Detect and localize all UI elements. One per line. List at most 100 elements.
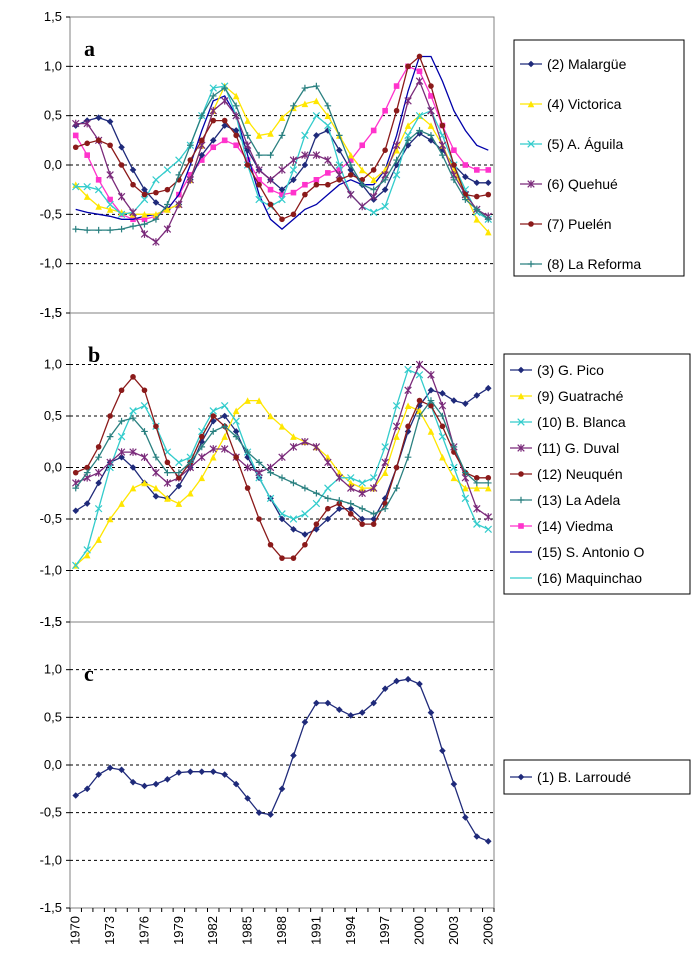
data-point [484, 525, 492, 534]
x-tick-label: 1976 [136, 916, 151, 945]
data-point [313, 489, 320, 497]
data-point [107, 413, 113, 419]
data-point [370, 127, 377, 134]
data-point [232, 102, 240, 110]
data-point [221, 137, 228, 144]
data-point [130, 374, 136, 380]
data-point [393, 107, 400, 114]
data-point [72, 119, 80, 128]
data-point [164, 469, 171, 476]
data-point [83, 546, 91, 554]
data-point [358, 166, 366, 174]
data-point [450, 443, 458, 451]
series-(1) B. Larroudé [72, 675, 492, 845]
data-point [393, 677, 400, 685]
data-point [164, 495, 171, 502]
data-point [279, 191, 285, 198]
data-point [175, 171, 183, 179]
data-point [484, 513, 492, 521]
data-point [221, 412, 229, 420]
data-point [347, 161, 355, 169]
legend-marker [527, 140, 535, 148]
data-point [347, 166, 355, 174]
data-point [404, 675, 412, 683]
data-point [301, 151, 309, 159]
data-point [117, 192, 126, 201]
y-tick-label: -0,5 [40, 206, 62, 221]
data-point [473, 215, 481, 223]
data-point [244, 132, 251, 139]
data-point [381, 186, 389, 193]
data-point [301, 84, 309, 92]
data-point [255, 809, 263, 816]
data-point [427, 122, 435, 129]
legend-item: (16) Maquinchao [510, 570, 642, 586]
x-tick-label: 2000 [412, 916, 427, 945]
x-tick-label: 1994 [343, 916, 358, 945]
data-point [335, 161, 344, 169]
data-point [129, 222, 137, 230]
data-point [95, 114, 102, 121]
data-point [244, 795, 251, 802]
x-tick-label: 1985 [240, 916, 255, 945]
data-point [221, 117, 228, 124]
legend-label: (11) G. Duval [537, 440, 619, 456]
data-point [439, 146, 446, 154]
data-point [301, 531, 309, 538]
data-point [462, 814, 469, 821]
data-point [393, 161, 400, 169]
data-point [462, 162, 469, 168]
data-point [232, 780, 240, 788]
data-point [347, 505, 355, 512]
data-point [301, 161, 309, 169]
data-point [416, 68, 423, 75]
y-tick-label: 0,5 [44, 709, 62, 724]
data-point [416, 127, 423, 134]
legend-marker [527, 100, 535, 108]
data-point [175, 482, 183, 490]
data-point [255, 459, 263, 466]
data-point [266, 494, 275, 503]
data-point [106, 118, 114, 125]
legend-label: (5) A. Águila [547, 136, 623, 152]
data-point [278, 453, 286, 461]
data-point [221, 122, 229, 129]
legend-label: (4) Victorica [547, 96, 622, 112]
data-point [210, 413, 217, 419]
data-point [152, 493, 160, 500]
y-tick-label: 1,5 [44, 305, 62, 320]
data-point [416, 407, 423, 415]
data-point [72, 469, 79, 476]
y-tick-label: 1,5 [44, 9, 62, 24]
data-point [72, 507, 80, 515]
data-point [152, 215, 160, 223]
y-tick-label: 1,0 [44, 357, 62, 372]
data-point [140, 230, 149, 238]
data-point [130, 181, 136, 188]
data-point [439, 453, 446, 461]
data-point [106, 171, 114, 179]
data-point [370, 515, 377, 523]
data-point [175, 458, 183, 467]
data-point [312, 111, 321, 120]
data-point [72, 484, 80, 492]
data-point [278, 474, 286, 482]
data-point [106, 226, 114, 234]
legend-marker [527, 260, 535, 268]
legend-item: (6) Quehué [520, 176, 618, 192]
data-point [485, 475, 492, 481]
data-point [484, 215, 492, 223]
data-point [462, 469, 469, 476]
data-point [118, 453, 125, 461]
data-point [358, 489, 366, 498]
data-point [428, 93, 434, 99]
data-point [312, 151, 321, 159]
data-point [118, 417, 125, 425]
data-point [290, 752, 297, 759]
data-point [347, 172, 354, 178]
data-point [187, 172, 194, 178]
data-point [72, 132, 79, 139]
data-point [302, 191, 308, 198]
y-tick-label: -1,5 [40, 614, 62, 629]
